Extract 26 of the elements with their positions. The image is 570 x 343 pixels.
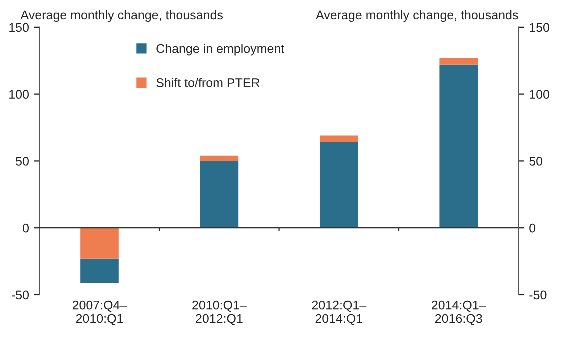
bar (80, 258, 119, 283)
y2-axis-title: Average monthly change, thousands (316, 10, 518, 22)
y2-tick-label: 0 (530, 224, 536, 233)
y-tick-label: 0 (23, 224, 29, 233)
y-tick-label: 150 (10, 23, 29, 32)
bar (200, 156, 239, 162)
bar (440, 64, 478, 228)
y2-tick-label: 100 (530, 90, 550, 99)
bar (80, 228, 119, 259)
y-tick-label: 100 (10, 90, 29, 99)
y2-tick-label: 150 (530, 23, 550, 32)
y2-tick-label: -50 (530, 290, 547, 300)
legend-label: Shift to/from PTER (156, 78, 260, 88)
y-tick-label: 50 (16, 157, 29, 166)
bar (320, 136, 358, 142)
x-tick-label: 2010:Q1– 2012:Q1 (192, 300, 247, 326)
x-tick-label: 2014:Q1– 2016:Q3 (432, 300, 486, 326)
x-tick-label: 2012:Q1– 2014:Q1 (312, 300, 367, 326)
bar (200, 161, 239, 228)
bar (440, 58, 478, 65)
y-tick-label: -50 (12, 290, 29, 300)
y-axis-title: Average monthly change, thousands (20, 10, 223, 22)
legend-label: Change in employment (156, 44, 285, 56)
y2-tick-label: 50 (530, 157, 543, 166)
bar (320, 142, 358, 228)
x-tick-label: 2007:Q4– 2010:Q1 (72, 300, 128, 326)
